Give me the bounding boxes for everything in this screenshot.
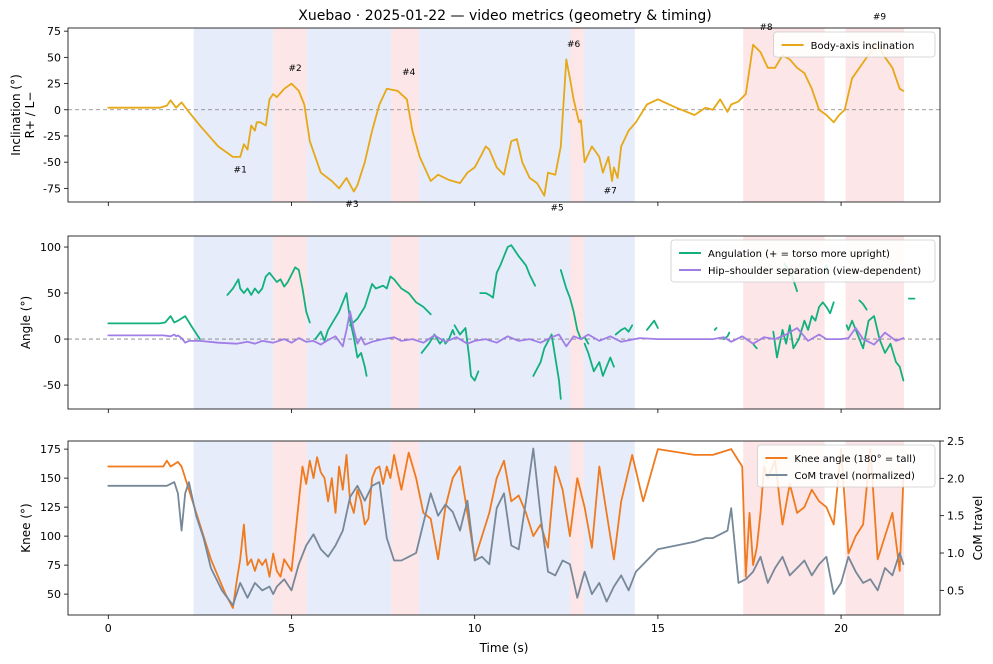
shaded-region-0 [193, 28, 274, 202]
y-right-tick-label: 0.5 [947, 584, 965, 597]
inclination-panel: 75 50 25 0 -25 -50 -75 Inclination (°) R+ / L− #1… [9, 13, 941, 213]
y-axis-label: R+ / L− [23, 92, 37, 139]
y-tick-label: -75 [43, 182, 61, 195]
y-right-axis-label: CoM travel [971, 496, 985, 561]
series-group [107, 244, 916, 400]
y-axis-label: Angle (°) [19, 296, 33, 349]
series-line-0-14 [752, 342, 758, 350]
shaded-region-1 [273, 28, 307, 202]
y-right-tick-label: 2.5 [947, 435, 965, 448]
series-group [107, 43, 905, 197]
peak-annotation: #2 [289, 64, 302, 74]
peak-annotation: #4 [402, 68, 416, 78]
y-tick-label: 75 [47, 559, 61, 572]
axes-frame [67, 235, 941, 410]
y-tick-label: 125 [40, 501, 61, 514]
shaded-region-3 [391, 28, 419, 202]
y-tick-label: 0 [54, 333, 61, 346]
y-axis-label: Inclination (°) [9, 74, 23, 156]
series-line-0-7 [532, 333, 562, 400]
y-tick-label: 75 [47, 25, 61, 38]
series-line-0-18 [845, 315, 905, 382]
shaded-region-6 [583, 28, 635, 202]
y-right-tick-label: 2.0 [947, 472, 965, 485]
legend-box [773, 31, 936, 58]
shaded-region-3 [391, 236, 419, 409]
shaded-region-0 [193, 441, 274, 615]
shaded-region-5 [569, 236, 584, 409]
shaded-region-4 [418, 28, 570, 202]
series-line-0-0 [107, 43, 905, 197]
x-tick-label: 10 [468, 622, 482, 635]
peak-annotation: #1 [234, 166, 247, 176]
series-line-0-4 [420, 329, 456, 354]
series-line-0-9 [583, 342, 615, 377]
legend-label: Body-axis inclination [811, 41, 915, 52]
axes-frame [67, 27, 941, 203]
y-tick-label: -50 [43, 379, 61, 392]
series-line-0-5 [453, 324, 480, 382]
axes-frame [67, 440, 941, 616]
y-tick-label: 25 [47, 78, 61, 91]
shaded-region-6 [583, 236, 635, 409]
series-line-0-11 [646, 319, 659, 331]
y-right-tick-label: 1.5 [947, 510, 965, 523]
shaded-region-1 [273, 236, 307, 409]
y-tick-label: -50 [43, 156, 61, 169]
y-right-tick-label: 1.0 [947, 547, 965, 560]
legend-label: Hip–shoulder separation (view-dependent) [708, 266, 921, 277]
angle-panel: 100 50 0 -50 Angle (°) Angulation (+ = torso … [19, 235, 941, 413]
series-line-0-1 [226, 266, 311, 324]
series-line-0-10 [614, 324, 634, 336]
x-axis-label: Time (s) [479, 641, 529, 655]
series-line-1-0 [107, 447, 905, 607]
series-line-0-15 [772, 301, 835, 359]
legend-label: Knee angle (180° = tall) [794, 454, 916, 465]
y-tick-label: 175 [40, 443, 61, 456]
shaded-region-2 [306, 28, 392, 202]
peak-annotation: #9 [873, 13, 887, 23]
shaded-region-4 [418, 236, 570, 409]
peak-annotation: #7 [604, 187, 617, 197]
shaded-region-5 [569, 441, 584, 615]
y-tick-label: 0 [54, 104, 61, 117]
shaded-region-2 [306, 236, 392, 409]
legend-box [757, 444, 936, 488]
y-tick-label: 100 [40, 530, 61, 543]
peak-annotation: #3 [345, 200, 358, 210]
y-tick-label: 50 [47, 287, 61, 300]
y-axis-label: Knee (°) [19, 503, 33, 552]
series-line-0-2 [314, 292, 368, 377]
peak-annotation: #6 [567, 40, 581, 50]
y-tick-label: 50 [47, 51, 61, 64]
legend-label: CoM travel (normalized) [794, 471, 915, 482]
x-tick-label: 5 [288, 622, 295, 635]
series-line-0-3 [349, 275, 432, 327]
y-tick-label: 100 [40, 241, 61, 254]
series-line-0-0 [107, 315, 201, 340]
x-tick-label: 15 [651, 622, 665, 635]
series-line-0-12 [713, 327, 718, 331]
legend-label: Angulation (+ = torso more upright) [708, 249, 890, 260]
y-tick-label: -25 [43, 130, 61, 143]
shaded-region-0 [193, 236, 274, 409]
peak-annotation: #8 [759, 23, 773, 33]
legend-box [670, 239, 936, 283]
chart-title: Xuebao · 2025-01-22 — video metrics (geo… [298, 8, 712, 24]
series-line-0-19 [858, 299, 868, 311]
y-tick-label: 50 [47, 588, 61, 601]
x-tick-label: 0 [105, 622, 112, 635]
y-tick-label: 150 [40, 472, 61, 485]
series-line-0-6 [479, 244, 536, 299]
x-tick-label: 20 [834, 622, 848, 635]
peak-annotation: #5 [550, 203, 563, 213]
series-line-1-0 [107, 310, 905, 348]
